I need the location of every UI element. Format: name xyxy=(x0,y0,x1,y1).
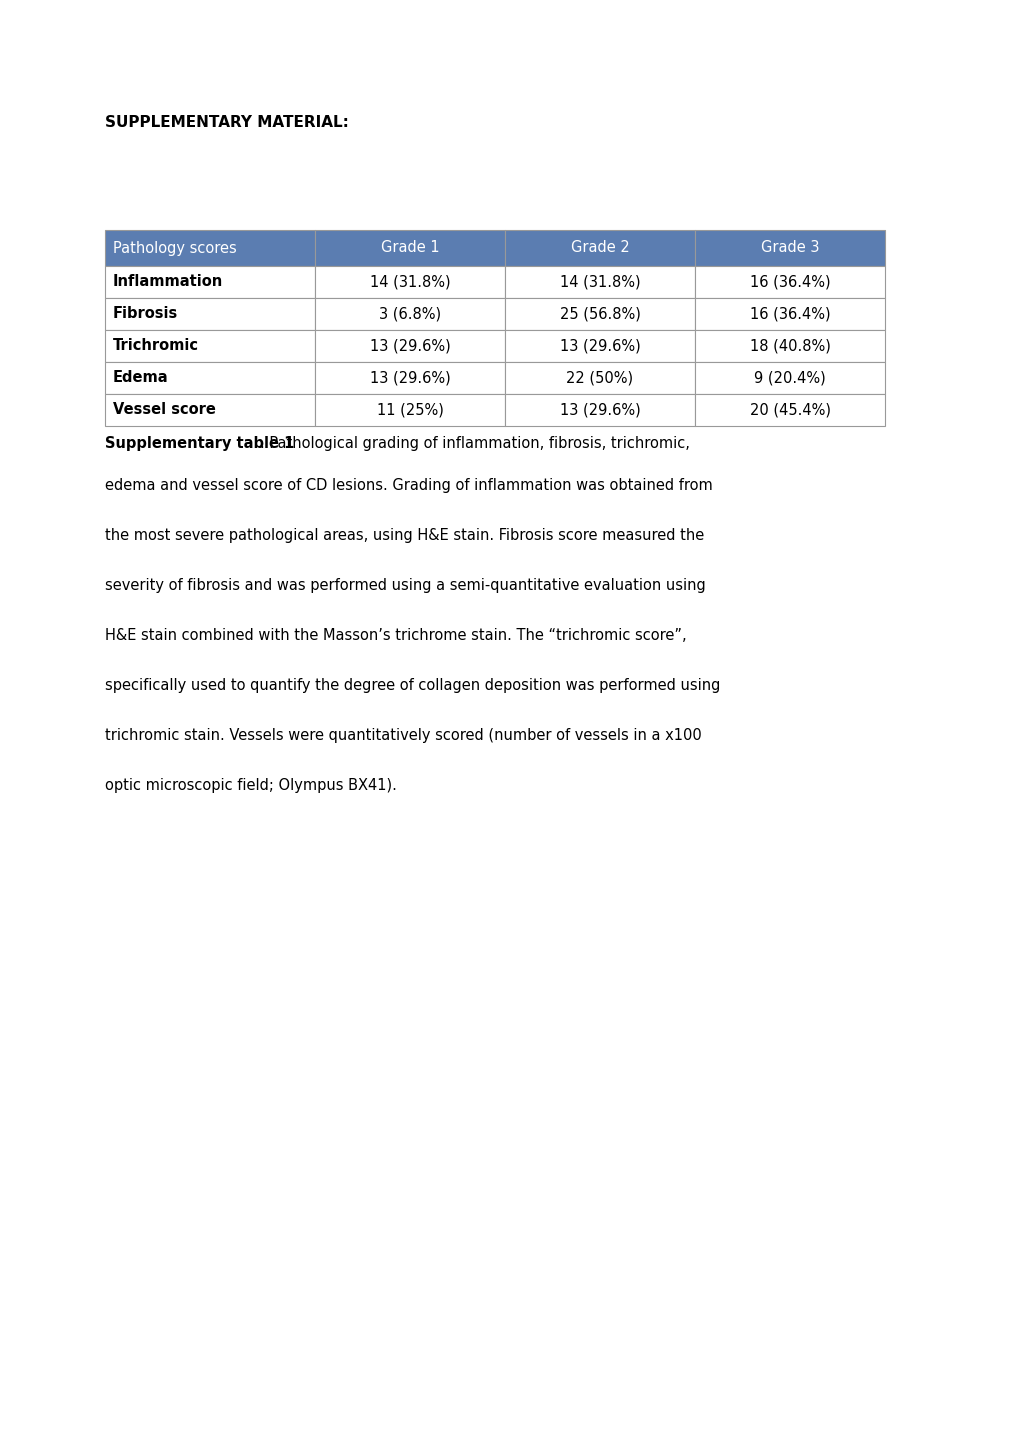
Bar xyxy=(315,229,504,266)
Bar xyxy=(315,266,504,299)
Text: 13 (29.6%): 13 (29.6%) xyxy=(369,371,450,385)
Bar xyxy=(694,362,884,394)
Bar xyxy=(105,362,315,394)
Bar xyxy=(315,330,504,362)
Text: 20 (45.4%): 20 (45.4%) xyxy=(749,403,829,417)
Bar xyxy=(694,299,884,330)
Text: 18 (40.8%): 18 (40.8%) xyxy=(749,339,829,354)
Bar xyxy=(315,299,504,330)
Text: H&E stain combined with the Masson’s trichrome stain. The “trichromic score”,: H&E stain combined with the Masson’s tri… xyxy=(105,628,686,644)
Bar xyxy=(105,299,315,330)
Text: 16 (36.4%): 16 (36.4%) xyxy=(749,274,829,290)
Bar xyxy=(694,394,884,426)
Text: 13 (29.6%): 13 (29.6%) xyxy=(559,403,640,417)
Text: Fibrosis: Fibrosis xyxy=(113,306,178,322)
Text: Pathology scores: Pathology scores xyxy=(113,241,236,255)
Text: 14 (31.8%): 14 (31.8%) xyxy=(559,274,640,290)
Text: Supplementary table 1: Supplementary table 1 xyxy=(105,436,294,452)
Bar xyxy=(694,266,884,299)
Text: Trichromic: Trichromic xyxy=(113,339,199,354)
Text: 11 (25%): 11 (25%) xyxy=(376,403,443,417)
Text: 9 (20.4%): 9 (20.4%) xyxy=(753,371,825,385)
Text: 22 (50%): 22 (50%) xyxy=(566,371,633,385)
Text: 3 (6.8%): 3 (6.8%) xyxy=(379,306,440,322)
Bar xyxy=(105,266,315,299)
Bar xyxy=(315,362,504,394)
Text: 25 (56.8%): 25 (56.8%) xyxy=(559,306,640,322)
Text: 13 (29.6%): 13 (29.6%) xyxy=(369,339,450,354)
Text: the most severe pathological areas, using H&E stain. Fibrosis score measured the: the most severe pathological areas, usin… xyxy=(105,528,703,543)
Text: SUPPLEMENTARY MATERIAL:: SUPPLEMENTARY MATERIAL: xyxy=(105,115,348,130)
Bar xyxy=(694,330,884,362)
Bar xyxy=(504,299,694,330)
Text: Vessel score: Vessel score xyxy=(113,403,216,417)
Text: specifically used to quantify the degree of collagen deposition was performed us: specifically used to quantify the degree… xyxy=(105,678,719,693)
Text: optic microscopic field; Olympus BX41).: optic microscopic field; Olympus BX41). xyxy=(105,778,396,794)
Bar xyxy=(504,394,694,426)
Text: Grade 3: Grade 3 xyxy=(760,241,818,255)
Bar xyxy=(694,229,884,266)
Text: severity of fibrosis and was performed using a semi-quantitative evaluation usin: severity of fibrosis and was performed u… xyxy=(105,579,705,593)
Text: edema and vessel score of CD lesions. Grading of inflammation was obtained from: edema and vessel score of CD lesions. Gr… xyxy=(105,478,712,494)
Text: Grade 1: Grade 1 xyxy=(380,241,439,255)
Text: 14 (31.8%): 14 (31.8%) xyxy=(369,274,449,290)
Text: Inflammation: Inflammation xyxy=(113,274,223,290)
Bar xyxy=(315,394,504,426)
Bar xyxy=(105,330,315,362)
Bar xyxy=(105,229,315,266)
Text: 13 (29.6%): 13 (29.6%) xyxy=(559,339,640,354)
Bar xyxy=(105,394,315,426)
Bar xyxy=(504,266,694,299)
Bar xyxy=(504,362,694,394)
Bar xyxy=(504,330,694,362)
Bar xyxy=(504,229,694,266)
Text: 16 (36.4%): 16 (36.4%) xyxy=(749,306,829,322)
Text: Edema: Edema xyxy=(113,371,168,385)
Text: Grade 2: Grade 2 xyxy=(570,241,629,255)
Text: . Pathological grading of inflammation, fibrosis, trichromic,: . Pathological grading of inflammation, … xyxy=(260,436,689,452)
Text: trichromic stain. Vessels were quantitatively scored (number of vessels in a x10: trichromic stain. Vessels were quantitat… xyxy=(105,729,701,743)
